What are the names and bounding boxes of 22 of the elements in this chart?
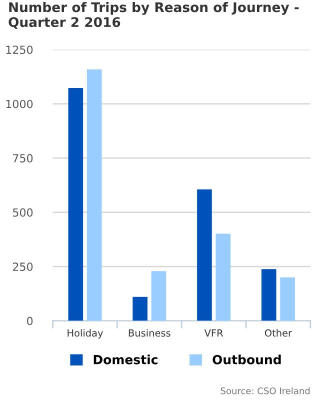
legend-label: Outbound	[212, 354, 281, 364]
bar	[86, 69, 102, 321]
bar	[151, 271, 166, 321]
y-tick-label: 250	[12, 262, 33, 271]
legend-label: Domestic	[94, 354, 158, 364]
bar	[197, 189, 212, 321]
bar	[280, 277, 295, 321]
bar	[216, 234, 231, 321]
y-tick-label: 750	[13, 154, 33, 162]
x-tick-label: VFR	[204, 329, 224, 337]
bar	[68, 88, 84, 321]
x-tick-label: Other	[264, 329, 292, 337]
x-tick-label: Business	[128, 329, 170, 337]
chart-title: Number of Trips by Reason of Journey - Quarter 2 2016	[8, 2, 299, 29]
y-tick-label: 1000	[6, 100, 33, 108]
bar	[261, 269, 276, 321]
source-note: Source: CSO Ireland	[220, 387, 310, 394]
y-tick-label: 500	[13, 208, 33, 217]
y-tick-label: 1250	[6, 46, 33, 54]
y-tick-label: 0	[27, 316, 33, 326]
bar	[132, 296, 148, 321]
x-tick-label: Holiday	[68, 329, 103, 339]
